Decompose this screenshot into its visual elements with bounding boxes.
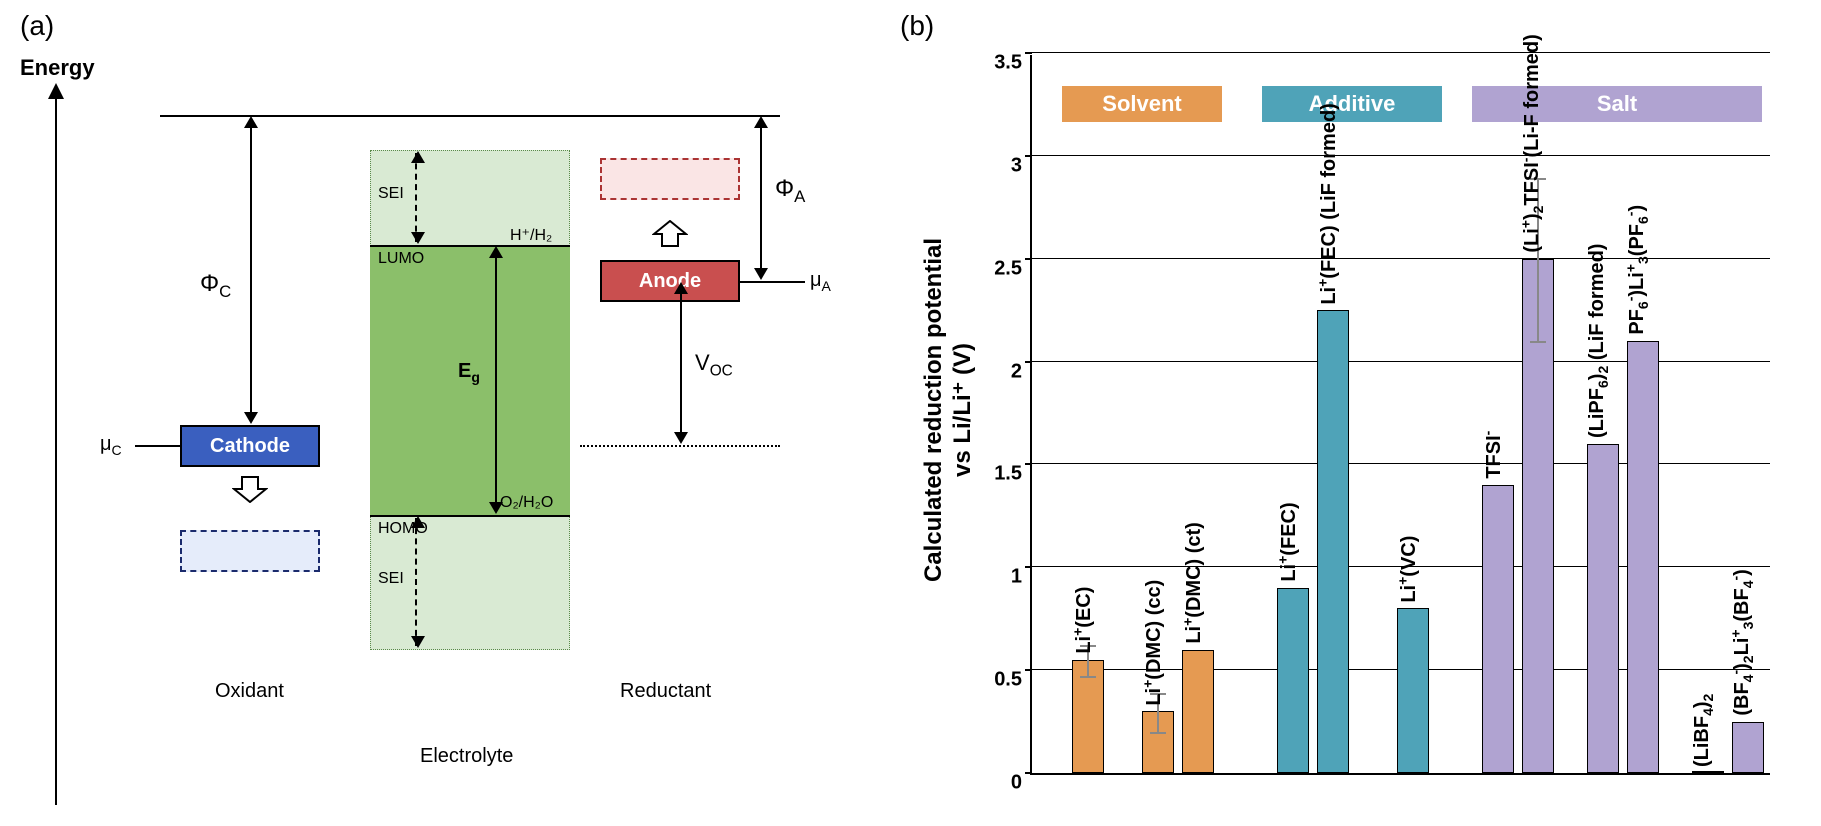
mu-c-line bbox=[135, 445, 180, 447]
eg-label: Eg bbox=[458, 360, 480, 385]
chart-gridline bbox=[1032, 361, 1770, 362]
chart-area: 00.511.522.533.5SolventAdditiveSaltLi+(E… bbox=[1030, 55, 1770, 775]
chart-gridline bbox=[1032, 258, 1770, 259]
y-tick-mark bbox=[1025, 566, 1032, 568]
reductant-label: Reductant bbox=[620, 680, 711, 703]
bar-label: (LiPF6)2 (LiF formed) bbox=[1586, 243, 1611, 437]
y-tick-label: 0.5 bbox=[994, 669, 1022, 692]
chart-gridline bbox=[1032, 52, 1770, 53]
y-tick-mark bbox=[1025, 669, 1032, 671]
panel-b-tag: (b) bbox=[900, 10, 934, 42]
y-tick-mark bbox=[1025, 258, 1032, 260]
lumo-level-line bbox=[370, 245, 570, 247]
y-tick-mark bbox=[1025, 52, 1032, 54]
panel-b-bar-chart: (b) Calculated reduction potential vs Li… bbox=[900, 10, 1800, 810]
anode-hollow-arrow-icon bbox=[652, 220, 688, 248]
bar bbox=[1692, 771, 1724, 773]
bar bbox=[1482, 485, 1514, 773]
energy-axis-arrow bbox=[55, 85, 57, 805]
sei-upper-arrow bbox=[415, 153, 417, 242]
bar-label: Li+(DMC) (ct) bbox=[1179, 522, 1206, 644]
cathode-box: Cathode bbox=[180, 425, 320, 467]
bar-label: Li+(DMC) (cc) bbox=[1139, 579, 1166, 705]
y-tick-label: 0 bbox=[1011, 772, 1022, 795]
anode-oxidized-box bbox=[600, 158, 740, 200]
mu-c-dotted-line bbox=[580, 445, 780, 447]
group-banner-additive: Additive bbox=[1262, 86, 1442, 122]
group-banner-salt: Salt bbox=[1472, 86, 1762, 122]
phi-c-label: ΦC bbox=[200, 270, 231, 302]
y-tick-mark bbox=[1025, 361, 1032, 363]
mu-a-line bbox=[740, 281, 805, 283]
voc-label: VOC bbox=[695, 350, 733, 380]
y-tick-label: 1.5 bbox=[994, 463, 1022, 486]
o-couple-label: O₂/H₂O bbox=[500, 494, 553, 512]
bar-label: (BF4-)2Li+3(BF4-) bbox=[1727, 569, 1756, 716]
cathode-reduced-box bbox=[180, 530, 320, 572]
bar-label: Li+(VC) bbox=[1394, 535, 1421, 602]
bar bbox=[1182, 650, 1214, 773]
voc-arrow bbox=[680, 284, 682, 442]
y-tick-mark bbox=[1025, 463, 1032, 465]
bar bbox=[1317, 310, 1349, 773]
bar bbox=[1627, 341, 1659, 773]
sei-upper-label: SEI bbox=[378, 185, 404, 203]
bar-label: (Li+)2TFSI-(Li-F formed) bbox=[1517, 34, 1546, 252]
sei-lower-label: SEI bbox=[378, 570, 404, 588]
bar bbox=[1587, 444, 1619, 773]
y-tick-label: 2.5 bbox=[994, 257, 1022, 280]
anode-box: Anode bbox=[600, 260, 740, 302]
homo-level-line bbox=[370, 515, 570, 517]
bar bbox=[1397, 608, 1429, 773]
group-banner-solvent: Solvent bbox=[1062, 86, 1222, 122]
y-tick-mark bbox=[1025, 155, 1032, 157]
bar bbox=[1732, 722, 1764, 773]
oxidant-label: Oxidant bbox=[215, 680, 284, 703]
mu-c-label: μC bbox=[100, 433, 122, 458]
bar-label: Li+(FEC) bbox=[1274, 503, 1301, 582]
y-axis-label-line2: vs Li/Li⁺ (V) bbox=[948, 70, 977, 750]
panel-a-energy-diagram: (a) Energy SEI SEI H⁺/H₂ O₂/H₂O LUMO HOM… bbox=[20, 10, 860, 810]
phi-a-arrow bbox=[760, 118, 762, 278]
cathode-hollow-arrow-icon bbox=[232, 475, 268, 503]
bar-label: Li+(EC) bbox=[1069, 587, 1096, 654]
electrolyte-label: Electrolyte bbox=[420, 745, 513, 768]
y-tick-label: 2 bbox=[1011, 360, 1022, 383]
bar-label: (LiBF4)2 bbox=[1691, 694, 1716, 767]
eg-arrow bbox=[495, 248, 497, 512]
lumo-label: LUMO bbox=[378, 250, 424, 268]
h-couple-label: H⁺/H₂ bbox=[510, 225, 552, 245]
bar-label: Li+(FEC) (LiF formed) bbox=[1314, 103, 1341, 305]
y-tick-label: 3.5 bbox=[994, 52, 1022, 75]
bar-label: TFSI- bbox=[1479, 431, 1506, 479]
energy-axis-label: Energy bbox=[20, 55, 95, 81]
panel-a-tag: (a) bbox=[20, 10, 54, 42]
bar bbox=[1277, 588, 1309, 773]
mu-a-label: μA bbox=[810, 269, 831, 294]
y-tick-label: 1 bbox=[1011, 566, 1022, 589]
chart-gridline bbox=[1032, 463, 1770, 464]
homo-label: HOMO bbox=[378, 520, 428, 538]
phi-c-arrow bbox=[250, 118, 252, 422]
chart-gridline bbox=[1032, 155, 1770, 156]
y-tick-label: 3 bbox=[1011, 154, 1022, 177]
bar-label: PF6-)Li+3(PF6-) bbox=[1622, 205, 1651, 335]
y-tick-mark bbox=[1025, 772, 1032, 774]
phi-a-label: ΦA bbox=[775, 175, 805, 207]
